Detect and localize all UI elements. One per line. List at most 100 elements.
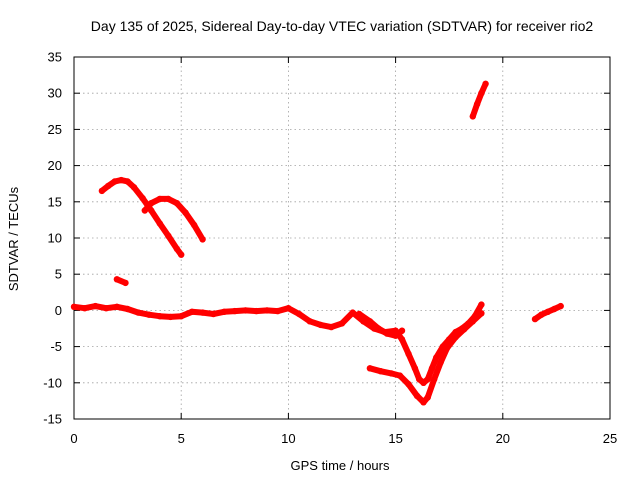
data-point: [165, 195, 172, 203]
data-point: [411, 365, 419, 372]
data-point: [148, 200, 155, 207]
data-point: [165, 232, 172, 239]
data-point: [431, 376, 438, 383]
data-point: [242, 307, 249, 314]
data-point: [416, 376, 423, 383]
data-point: [428, 365, 436, 372]
grid-lines: [74, 57, 610, 419]
series-arc-2: [141, 195, 206, 243]
series-arc-1: [98, 176, 185, 258]
data-point: [317, 321, 324, 329]
data-point: [199, 236, 206, 243]
x-tick-label: 0: [70, 431, 77, 446]
data-point: [122, 279, 129, 287]
data-point: [190, 221, 198, 229]
data-point: [92, 302, 99, 310]
data-point: [124, 305, 131, 313]
series-arc-7: [366, 310, 485, 406]
data-point: [461, 326, 468, 333]
data-point: [443, 344, 451, 352]
data-point: [111, 178, 118, 185]
data-point: [420, 379, 427, 386]
data-point: [113, 276, 121, 283]
data-point: [156, 195, 163, 203]
data-point: [141, 207, 148, 214]
series-line: [98, 177, 185, 258]
data-point: [413, 392, 421, 399]
y-tick-label: -15: [43, 412, 62, 427]
data-point: [366, 318, 374, 325]
data-point: [375, 325, 382, 332]
data-point: [338, 320, 346, 327]
y-tick-label: 15: [48, 194, 62, 209]
data-point: [356, 310, 363, 318]
data-point: [469, 113, 476, 120]
data-point: [139, 195, 146, 202]
y-tick-label: 35: [48, 50, 62, 65]
y-tick-label: 30: [48, 86, 62, 101]
data-point: [420, 399, 427, 406]
data-point: [253, 307, 260, 315]
data-point: [306, 318, 313, 325]
data-point: [396, 372, 404, 379]
x-tick-label: 10: [281, 431, 295, 446]
data-point: [424, 376, 431, 383]
axis-ticks: 0 5 10 15 20 25 -15 -10 -5 0 5 10 15 20 25 30 35: [43, 50, 617, 447]
data-point: [473, 100, 481, 108]
data-point: [173, 200, 181, 207]
data-point: [452, 334, 459, 341]
data-point: [81, 305, 88, 312]
y-axis-label: SDTVAR / TECUs: [6, 186, 21, 291]
x-tick-label: 20: [496, 431, 510, 446]
y-tick-label: 0: [55, 303, 62, 318]
data-point: [478, 310, 485, 317]
x-axis-label: GPS time / hours: [291, 458, 390, 473]
data-point: [398, 336, 406, 343]
data-point: [182, 209, 189, 216]
data-point: [263, 307, 271, 314]
data-point: [366, 365, 374, 372]
data-point: [274, 307, 281, 315]
data-point: [156, 313, 163, 320]
data-series: [70, 80, 564, 406]
data-point: [173, 245, 181, 253]
chart-title: Day 135 of 2025, Sidereal Day-to-day VTE…: [91, 18, 594, 34]
data-point: [188, 308, 196, 315]
data-point: [103, 305, 110, 312]
data-point: [199, 309, 206, 316]
y-tick-label: -5: [50, 339, 62, 354]
x-tick-label: 15: [388, 431, 402, 446]
data-point: [349, 309, 356, 316]
data-point: [424, 394, 431, 401]
data-point: [178, 313, 185, 320]
data-point: [377, 368, 384, 375]
data-point: [98, 187, 106, 195]
data-point: [392, 332, 399, 339]
series-arc-5: [70, 301, 485, 386]
data-point: [398, 327, 406, 334]
data-point: [433, 354, 440, 361]
y-tick-label: 20: [48, 158, 62, 173]
data-point: [295, 310, 303, 318]
data-point: [210, 310, 217, 318]
series-line: [71, 301, 485, 386]
data-point: [328, 323, 335, 331]
data-point: [478, 90, 485, 97]
data-point: [105, 182, 112, 190]
data-point: [130, 184, 138, 191]
data-point: [231, 307, 238, 315]
data-point: [544, 308, 551, 315]
data-point: [383, 330, 391, 337]
data-point: [557, 302, 564, 310]
data-point: [118, 176, 125, 184]
data-point: [478, 301, 485, 308]
data-point: [531, 315, 539, 323]
data-point: [405, 381, 412, 388]
data-point: [388, 370, 395, 377]
series-arc-8: [531, 302, 564, 323]
series-arc-4: [469, 80, 489, 120]
series-line: [469, 80, 489, 120]
data-point: [469, 318, 476, 325]
series-arc-6: [356, 310, 406, 339]
